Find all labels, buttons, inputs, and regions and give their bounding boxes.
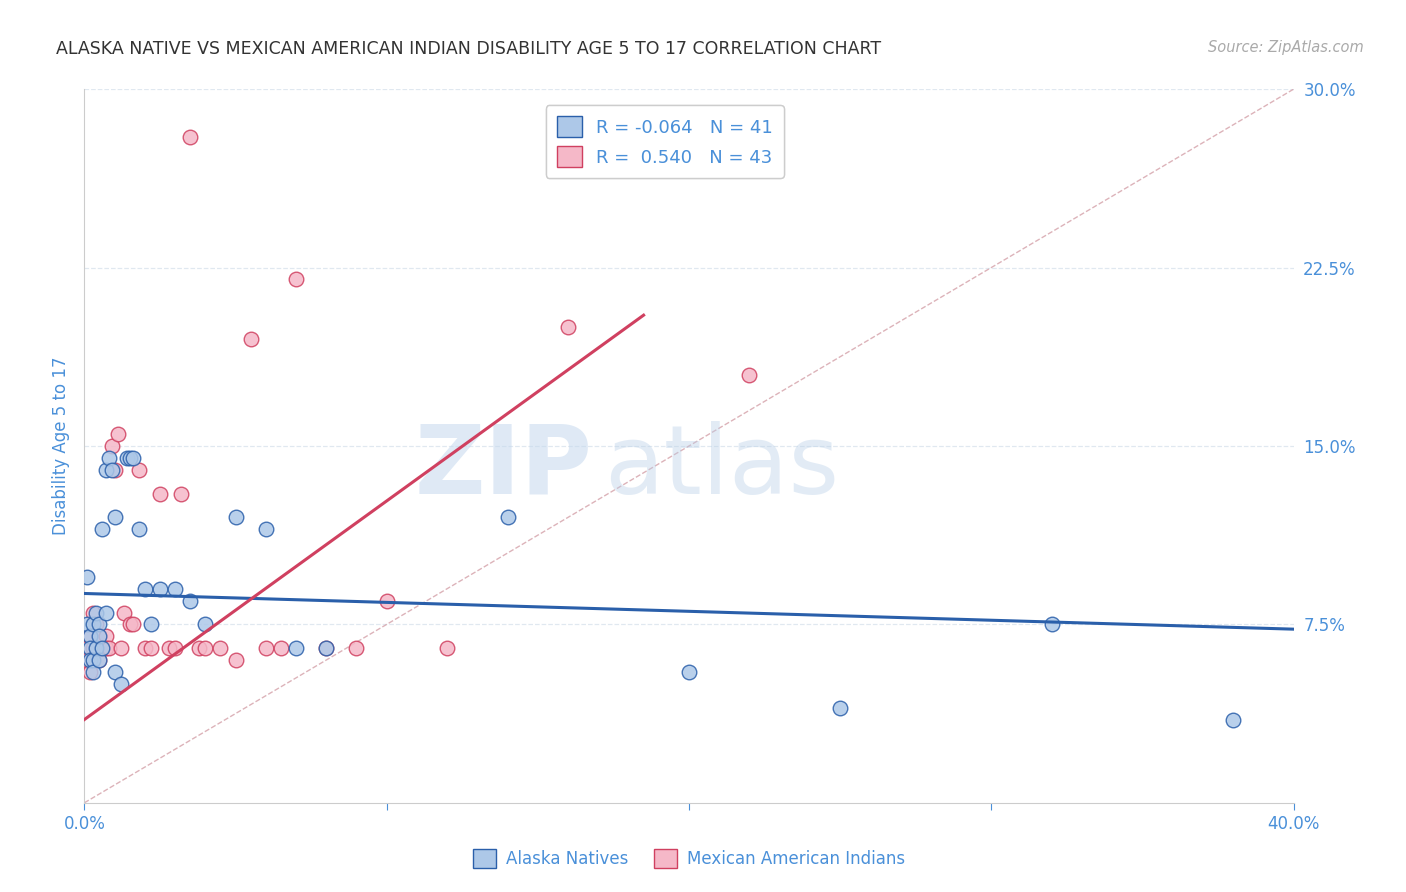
Point	[1222, 713, 1244, 727]
Point	[1040, 617, 1063, 632]
Point	[346, 641, 368, 656]
Point	[194, 617, 217, 632]
Point	[112, 606, 135, 620]
Point	[115, 450, 138, 465]
Point	[315, 641, 337, 656]
Point	[678, 665, 700, 679]
Point	[139, 617, 162, 632]
Point	[104, 665, 127, 679]
Point	[179, 593, 201, 607]
Point	[254, 641, 277, 656]
Point	[118, 450, 141, 465]
Point	[121, 450, 143, 465]
Point	[89, 629, 111, 643]
Point	[209, 641, 232, 656]
Point	[104, 510, 127, 524]
Point	[82, 606, 104, 620]
Point	[100, 463, 122, 477]
Point	[254, 522, 277, 536]
Point	[165, 641, 187, 656]
Point	[76, 570, 98, 584]
Point	[76, 617, 98, 632]
Point	[375, 593, 398, 607]
Point	[128, 522, 150, 536]
Point	[557, 320, 579, 334]
Point	[104, 463, 127, 477]
Point	[830, 700, 852, 714]
Point	[94, 606, 117, 620]
Point	[89, 653, 111, 667]
Point	[94, 641, 117, 656]
Point	[170, 486, 193, 500]
Point	[89, 617, 111, 632]
Point	[179, 129, 201, 144]
Point	[496, 510, 519, 524]
Point	[89, 653, 111, 667]
Point	[165, 582, 187, 596]
Point	[97, 450, 120, 465]
Point	[107, 427, 129, 442]
Point	[157, 641, 180, 656]
Point	[86, 641, 108, 656]
Point	[82, 653, 104, 667]
Point	[239, 332, 262, 346]
Point	[76, 653, 98, 667]
Y-axis label: Disability Age 5 to 17: Disability Age 5 to 17	[52, 357, 70, 535]
Point	[79, 653, 101, 667]
Point	[134, 641, 156, 656]
Point	[91, 522, 114, 536]
Point	[79, 665, 101, 679]
Point	[110, 677, 132, 691]
Point	[79, 629, 101, 643]
Point	[118, 617, 141, 632]
Point	[134, 582, 156, 596]
Point	[194, 641, 217, 656]
Point	[82, 665, 104, 679]
Point	[76, 641, 98, 656]
Point	[94, 463, 117, 477]
Point	[94, 629, 117, 643]
Point	[82, 641, 104, 656]
Point	[315, 641, 337, 656]
Point	[738, 368, 761, 382]
Point	[79, 641, 101, 656]
Text: Source: ZipAtlas.com: Source: ZipAtlas.com	[1208, 40, 1364, 55]
Point	[89, 629, 111, 643]
Point	[121, 617, 143, 632]
Point	[100, 439, 122, 453]
Point	[285, 272, 308, 286]
Legend: R = -0.064   N = 41, R =  0.540   N = 43: R = -0.064 N = 41, R = 0.540 N = 43	[546, 105, 783, 178]
Point	[110, 641, 132, 656]
Point	[225, 510, 247, 524]
Text: atlas: atlas	[605, 421, 839, 514]
Point	[436, 641, 458, 656]
Text: ALASKA NATIVE VS MEXICAN AMERICAN INDIAN DISABILITY AGE 5 TO 17 CORRELATION CHAR: ALASKA NATIVE VS MEXICAN AMERICAN INDIAN…	[56, 40, 882, 58]
Point	[270, 641, 292, 656]
Point	[79, 629, 101, 643]
Point	[128, 463, 150, 477]
Point	[149, 486, 172, 500]
Point	[139, 641, 162, 656]
Point	[86, 617, 108, 632]
Point	[97, 641, 120, 656]
Text: ZIP: ZIP	[415, 421, 592, 514]
Point	[285, 641, 308, 656]
Point	[91, 641, 114, 656]
Point	[149, 582, 172, 596]
Legend: Alaska Natives, Mexican American Indians: Alaska Natives, Mexican American Indians	[467, 842, 911, 875]
Point	[91, 641, 114, 656]
Point	[188, 641, 211, 656]
Point	[82, 617, 104, 632]
Point	[86, 641, 108, 656]
Point	[86, 606, 108, 620]
Point	[225, 653, 247, 667]
